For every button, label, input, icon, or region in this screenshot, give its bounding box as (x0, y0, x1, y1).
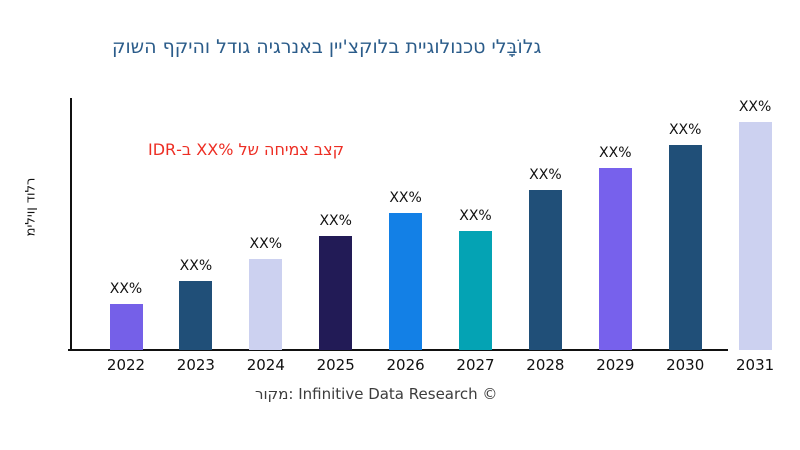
x-tick-2029: 2029 (596, 356, 635, 374)
bar-value-label-2030: XX% (668, 122, 702, 138)
x-tick-2031: 2031 (736, 356, 775, 374)
bar-2026 (389, 213, 423, 350)
x-tick-2022: 2022 (106, 356, 146, 374)
bar-2028 (528, 190, 562, 350)
x-axis-line (68, 349, 728, 351)
bar-2024 (249, 259, 283, 350)
bar-2030 (668, 145, 702, 350)
bar-value-label-2026: XX% (389, 190, 422, 206)
bar-value-label-2028: XX% (529, 167, 562, 183)
bar-2029 (598, 168, 632, 350)
bar-value-label-2031: XX% (738, 99, 772, 115)
x-tick-2026: 2026 (386, 356, 425, 374)
x-tick-2027: 2027 (456, 356, 495, 374)
source-caption: מקור: Infinitive Data Research © (255, 385, 498, 403)
bar-2031 (738, 122, 772, 350)
x-tick-2024: 2024 (246, 356, 285, 374)
bar-value-label-2024: XX% (249, 236, 283, 252)
bar-2027 (459, 231, 492, 350)
bar-value-label-2029: XX% (599, 145, 632, 161)
chart-title: גלוֹבָּלי טכנולוגיית בלוקצ'יין באנרגיה ג… (112, 36, 542, 58)
bar-2023 (179, 281, 213, 350)
growth-rate-annotation: קצב צמיחה של XX%‎ ב-IDR (148, 140, 345, 159)
x-tick-2025: 2025 (316, 356, 355, 374)
x-tick-2030: 2030 (666, 356, 705, 374)
bar-2025 (319, 236, 353, 350)
bar-value-label-2025: XX% (319, 213, 352, 229)
bar-value-label-2023: XX% (179, 258, 213, 274)
x-tick-2028: 2028 (526, 356, 565, 374)
y-axis-line (70, 98, 72, 351)
bar-value-label-2022: XX% (109, 281, 143, 297)
bar-2022 (109, 304, 143, 350)
bar-value-label-2027: XX% (459, 208, 492, 224)
x-tick-2023: 2023 (176, 356, 215, 374)
y-axis-label-text: מיליון דולר (23, 177, 39, 237)
